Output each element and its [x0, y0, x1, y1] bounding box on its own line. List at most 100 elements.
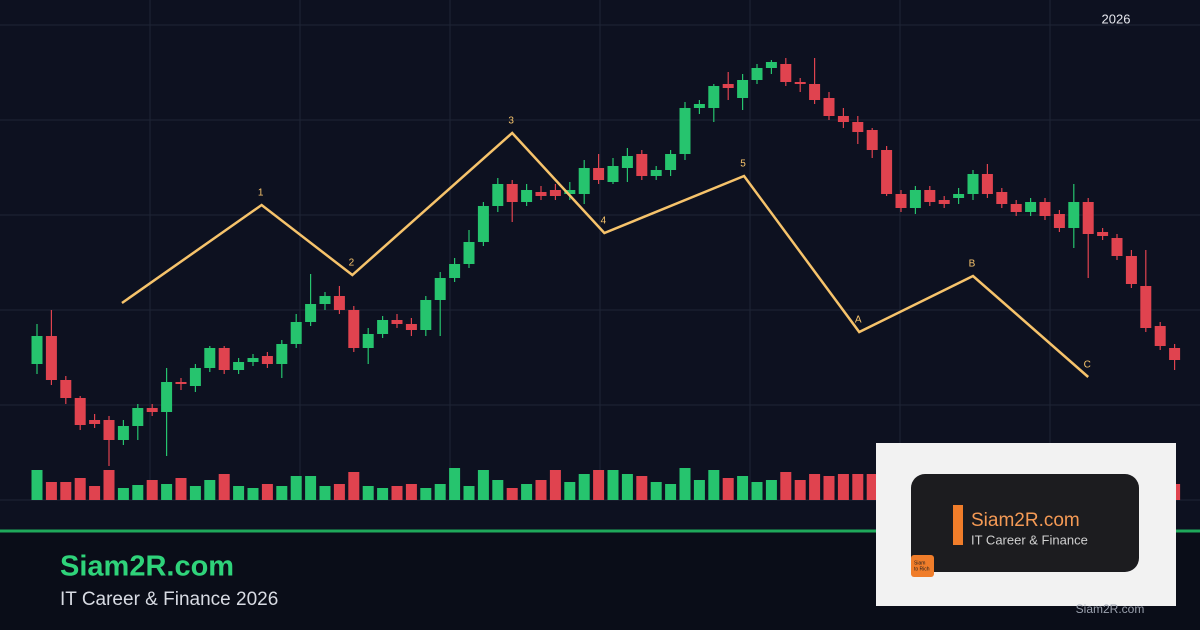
candle-body [161, 382, 173, 412]
volume-bar [564, 482, 576, 500]
candle-body [290, 322, 302, 344]
candle-body [146, 408, 158, 412]
volume-bar [420, 488, 432, 500]
volume-bar [175, 478, 187, 500]
candle-body [521, 190, 533, 202]
candle-body [132, 408, 144, 426]
candle-body [967, 174, 979, 194]
candle-body [866, 130, 878, 150]
candle-body [809, 84, 821, 100]
wave-label: 1 [258, 188, 264, 199]
candle-body [1068, 202, 1080, 228]
candle-body [607, 166, 619, 182]
candle-body [477, 206, 489, 242]
candle-body [333, 296, 345, 310]
candle-body [276, 344, 288, 364]
card-name: Siam2R.com [971, 510, 1080, 531]
candle-body [463, 242, 475, 264]
volume-bar [348, 472, 360, 500]
card-tagline: IT Career & Finance [971, 532, 1088, 547]
volume-bar [852, 474, 864, 500]
candle-body [362, 334, 374, 348]
candle-body [506, 184, 518, 202]
volume-bar [463, 486, 475, 500]
card-badge [911, 555, 934, 577]
volume-bar [434, 484, 446, 500]
candle-body [1025, 202, 1037, 212]
candle-body [852, 122, 864, 132]
card-bar [953, 505, 963, 545]
volume-bar [146, 480, 158, 500]
candle-body [593, 168, 605, 180]
volume-bar [132, 485, 144, 500]
candle-body [391, 320, 403, 324]
badge-top: Siam [914, 560, 925, 566]
logo-card: Siam2R.com IT Career & Finance Siam to R… [876, 443, 1176, 606]
volume-bar [866, 474, 878, 500]
wave-label: C [1084, 360, 1091, 371]
volume-bar [305, 476, 317, 500]
candle-body [247, 358, 259, 362]
volume-bar [31, 470, 43, 500]
candle-body [1169, 348, 1181, 360]
wave-label: A [855, 315, 862, 326]
volume-bar [60, 482, 72, 500]
candle-body [881, 150, 893, 194]
volume-bar [621, 474, 633, 500]
candle-body [261, 356, 273, 364]
candle-body [1082, 202, 1094, 234]
volume-bar [477, 470, 489, 500]
candle-body [420, 300, 432, 330]
candle-body [319, 296, 331, 304]
volume-bar [722, 478, 734, 500]
wave-label: 5 [740, 159, 746, 170]
volume-bar [737, 476, 749, 500]
wave-label: B [969, 259, 976, 270]
candle-body [650, 170, 662, 176]
candle-body [895, 194, 907, 208]
candle-body [305, 304, 317, 322]
candle-body [233, 362, 245, 370]
year-label: 2026 [1102, 11, 1131, 26]
candle-body [449, 264, 461, 278]
candle-body [218, 348, 230, 370]
candle-body [909, 190, 921, 208]
grid [0, 0, 1200, 501]
volume-bar [103, 470, 115, 500]
candle-body [377, 320, 389, 334]
candle-body [751, 68, 763, 80]
volume-bar [521, 484, 533, 500]
candle-body [765, 62, 777, 68]
candle-body [549, 190, 561, 196]
volume-bar [377, 488, 389, 500]
candle-body [794, 82, 806, 84]
brand-subtitle: IT Career & Finance 2026 [60, 589, 278, 610]
volume-bar [636, 476, 648, 500]
candle-body [737, 80, 749, 98]
candle-body [103, 420, 115, 440]
volume-bar [449, 468, 461, 500]
candle-body [564, 190, 576, 194]
candle-body [1140, 286, 1152, 328]
volume-bar [189, 486, 201, 500]
volume-bar [218, 474, 230, 500]
volume-bar [665, 484, 677, 500]
wave-line [121, 131, 1090, 378]
volume-bar [650, 482, 662, 500]
watermark: Siam2R.com [1076, 602, 1145, 616]
volume-bar [161, 484, 173, 500]
volume-bar [261, 484, 273, 500]
candle-body [204, 348, 216, 368]
candle-body [1010, 204, 1022, 212]
candle-body [434, 278, 446, 300]
volume-bar [809, 474, 821, 500]
candle-body [621, 156, 633, 168]
candle-body [31, 336, 43, 364]
wave-label: 2 [349, 258, 355, 269]
volume-bar [405, 484, 417, 500]
candle-body [189, 368, 201, 386]
candle-body [1125, 256, 1137, 284]
candle-body [175, 382, 187, 384]
